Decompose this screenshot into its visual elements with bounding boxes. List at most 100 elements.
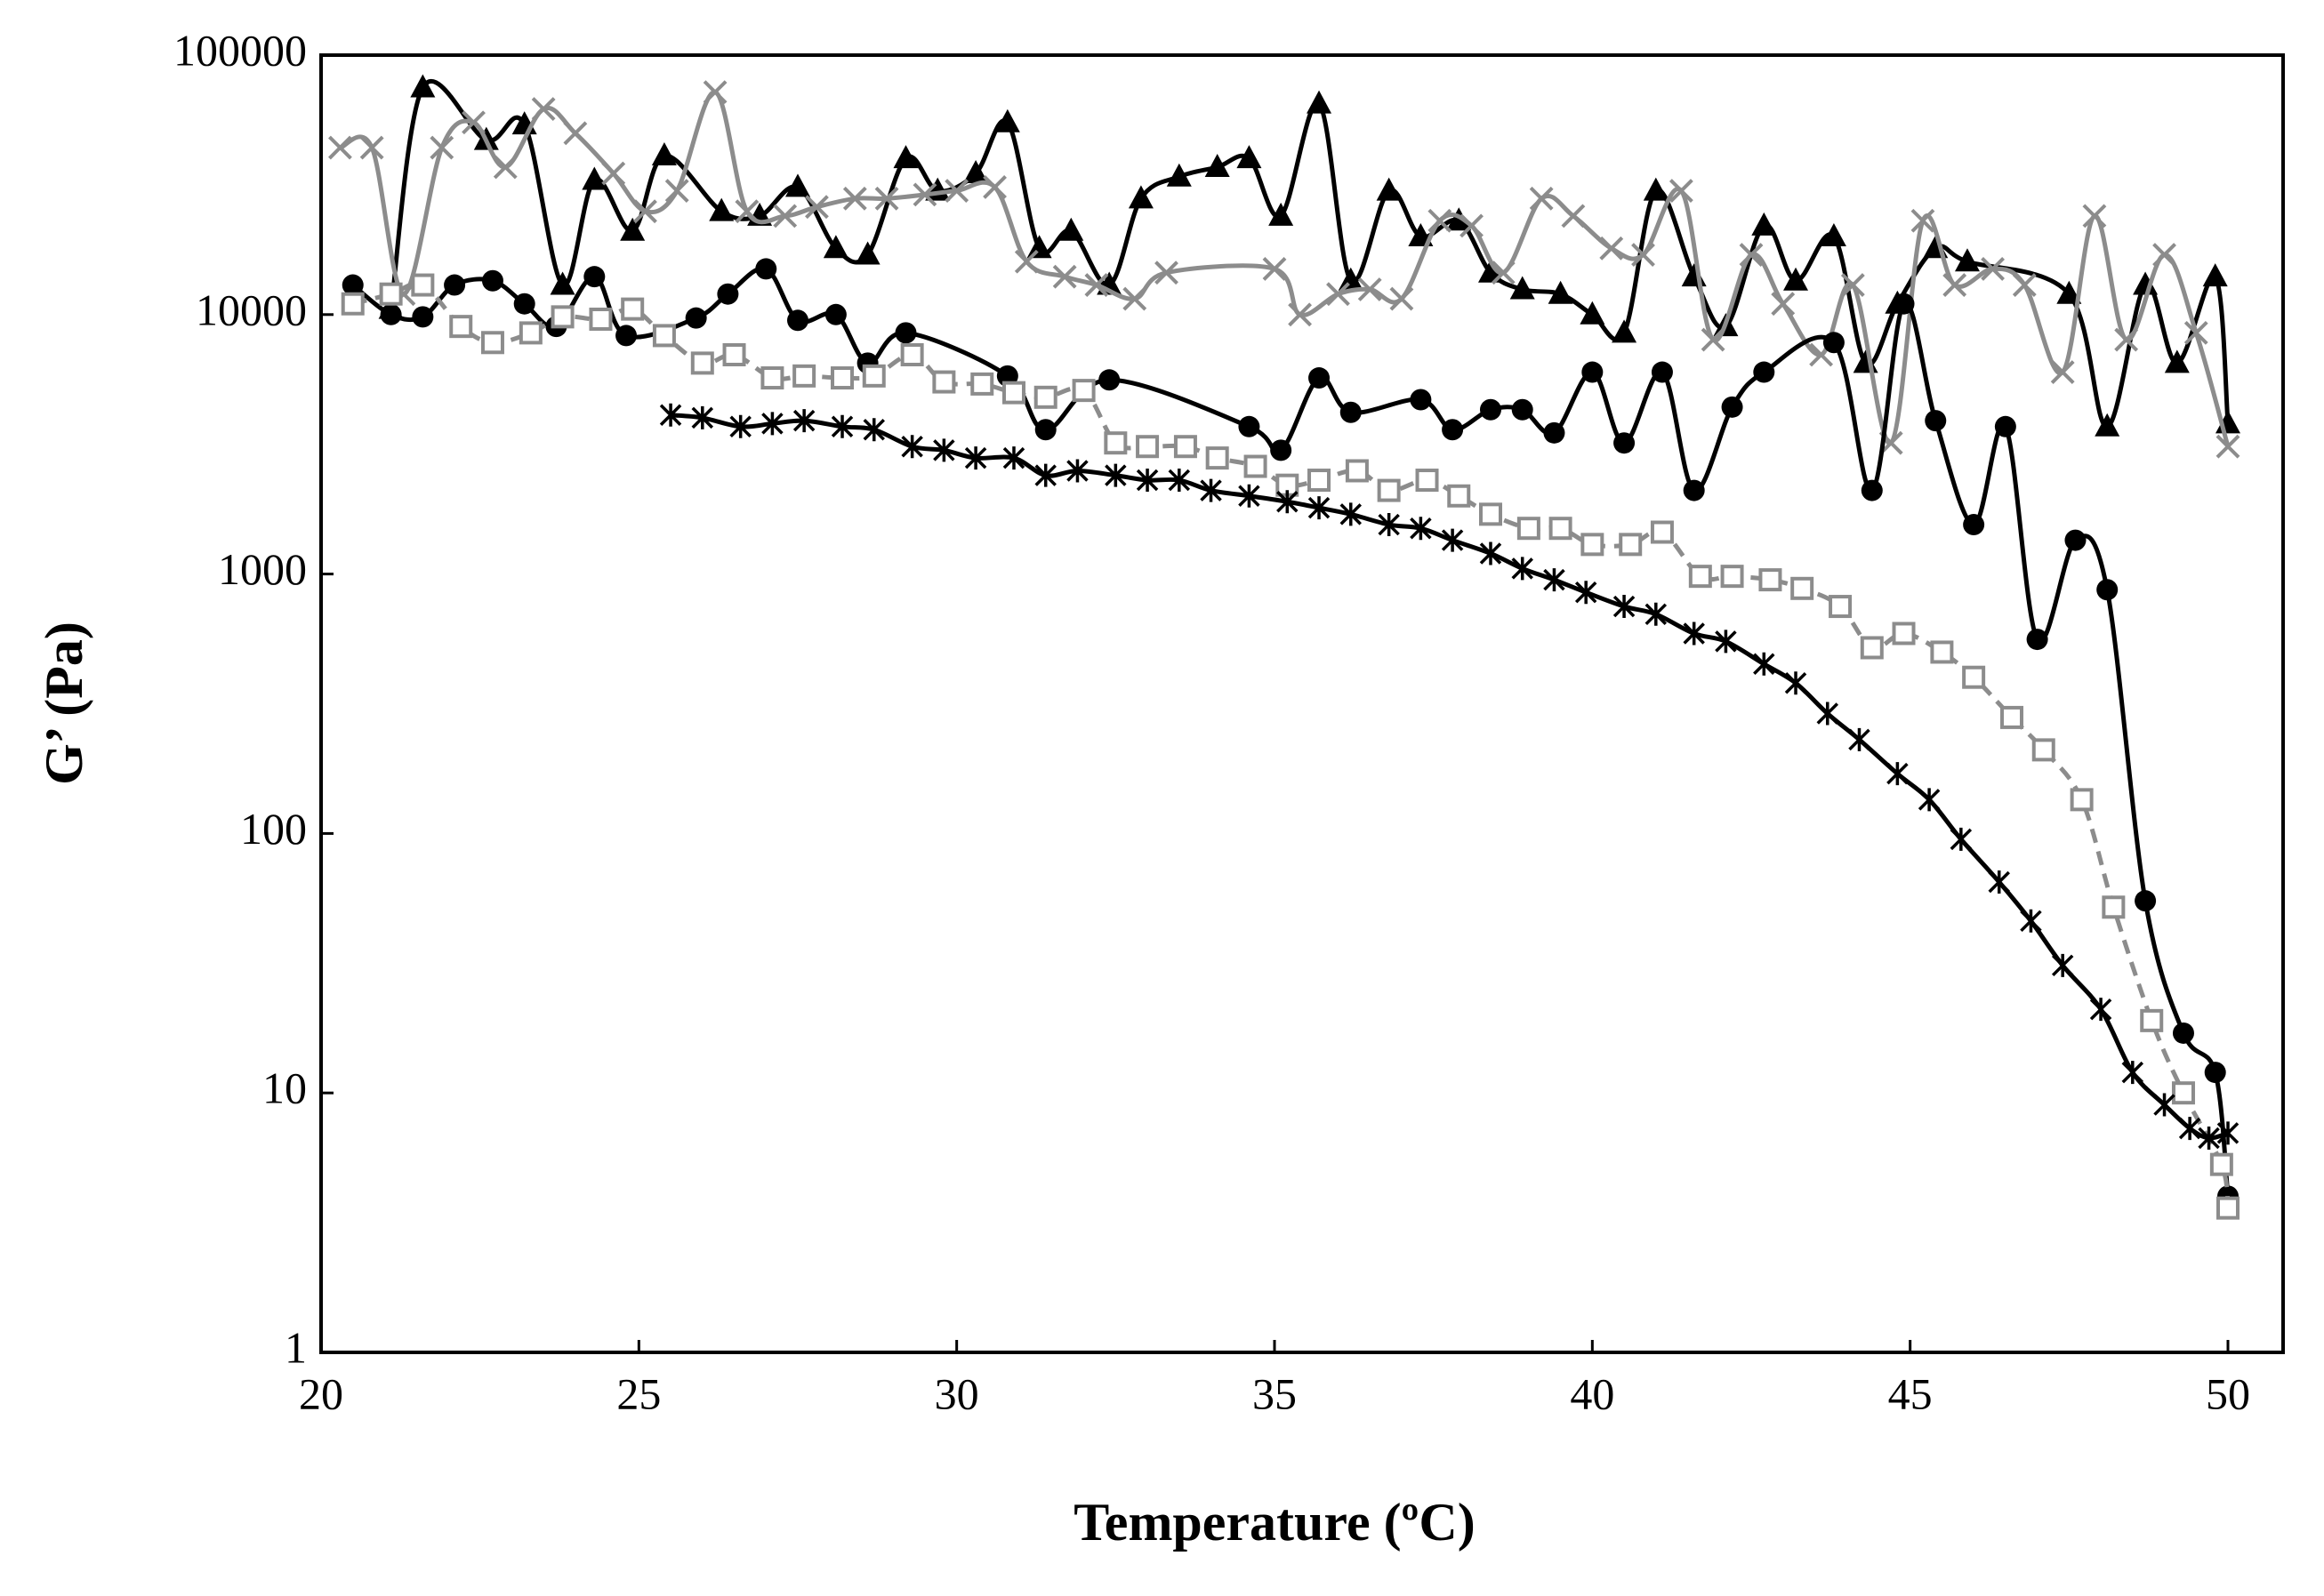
y-tick-label: 1 [285,1322,307,1372]
square-marker [1720,565,1744,589]
cross-marker [1631,243,1655,267]
triangle-marker [2095,413,2120,437]
square-marker [760,366,784,390]
asterisk-marker [1410,517,1432,541]
cross-marker [1389,286,1414,311]
circle-marker [481,269,503,292]
triangle-marker [1580,301,1605,325]
asterisk-marker [1753,652,1775,676]
square-marker [2102,895,2126,919]
triangle-marker [550,271,575,295]
y-axis-title: G’ (Pa) [35,622,93,785]
asterisk-marker [1683,622,1705,646]
square-marker [722,343,746,367]
x-axis-title: Temperature (ºC) [1074,1493,1475,1552]
cross-marker [1701,327,1725,352]
circle-marker [1511,398,1533,421]
cross-marker [462,110,486,135]
cross-marker [601,161,626,186]
square-marker [1307,469,1331,493]
circle-marker [1994,415,2016,437]
asterisk-marker [1511,557,1533,581]
cross-marker [1599,236,1624,261]
cross-marker [1491,261,1516,285]
asterisk-marker [1479,541,1502,565]
cross-marker [2082,204,2107,229]
triangle-marker [823,235,848,259]
cross-marker [359,135,384,160]
circle-marker [342,274,364,296]
circle-marker [1613,432,1636,454]
x-tick-label: 30 [935,1368,979,1418]
triangle-marker [582,166,607,190]
x-tick-label: 40 [1570,1368,1614,1418]
triangle-marker [2202,263,2228,287]
square-marker [1930,640,1954,664]
triangle-marker [410,74,436,98]
asterisk-marker [761,412,784,436]
circle-marker [1822,332,1845,354]
triangle-marker [2133,271,2159,295]
circle-marker [444,274,466,296]
cross-marker [1910,208,1935,233]
square-marker [1650,520,1674,544]
circle-marker [412,306,434,328]
cross-marker [1427,208,1452,233]
circle-marker [380,303,402,325]
cross-marker [2183,320,2208,345]
asterisk-marker [1886,762,1909,786]
circle-marker [1925,410,1947,432]
triangle-marker [1338,267,1363,291]
x-tick-label: 50 [2206,1368,2250,1418]
cross-marker [1357,277,1382,301]
cross-marker [1529,186,1554,211]
triangle-marker [2056,280,2082,304]
circle-marker [755,258,777,280]
cross-marker [633,199,657,224]
square-marker [480,331,504,355]
asterisk-marker [933,438,955,462]
x-tick-label: 25 [616,1368,661,1418]
circle-marker [1721,396,1743,418]
x-tick-label: 35 [1252,1368,1297,1418]
circle-marker [2064,529,2087,551]
asterisk-marker [2216,1121,2240,1145]
square-marker [411,273,435,297]
triangle-marker [1612,319,1637,343]
cross-marker [493,155,518,180]
triangle-marker [2164,349,2190,373]
square-marker [2070,788,2094,812]
square-marker [900,343,924,367]
square-marker [1072,379,1096,403]
triangle-marker [1128,185,1154,209]
triangle-marker [1204,153,1230,177]
circle-marker [2172,1022,2194,1044]
cross-marker [664,179,689,203]
asterisk-marker [1644,602,1668,626]
y-tick-label: 1000 [218,544,307,594]
series-line [389,78,2231,429]
square-marker [690,351,714,375]
triangle-marker [709,197,735,221]
cross-marker [1669,179,1693,203]
cross-marker [983,175,1007,199]
cross-marker [805,195,829,220]
circle-marker [1683,479,1705,501]
asterisk-marker [1574,581,1597,605]
cross-marker [531,97,556,121]
asterisk-marker [729,414,752,438]
square-marker [2209,1152,2233,1176]
circle-marker [2096,579,2119,601]
asterisk-marker [1066,459,1089,483]
circle-marker [1442,419,1464,441]
cross-marker [1326,282,1350,307]
cross-marker [430,135,454,160]
circle-marker [1270,439,1292,461]
cross-marker [2215,434,2240,459]
triangle-marker [1783,267,1809,291]
square-marker [2140,1008,2164,1032]
circle-marker [2204,1062,2226,1084]
cross-marker [1739,243,1764,267]
triangle-marker [1643,177,1669,201]
